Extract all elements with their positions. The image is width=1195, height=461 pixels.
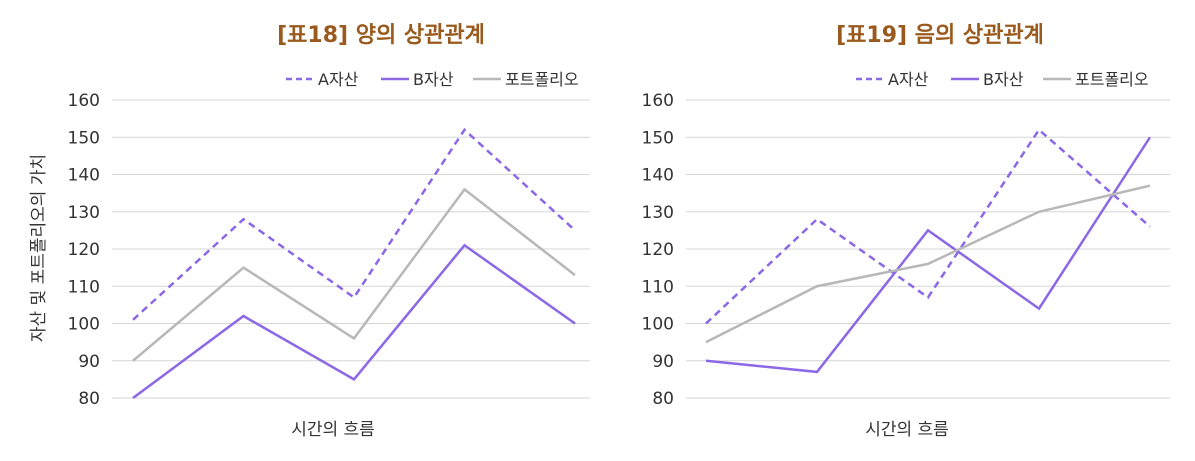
y-tick-label: 160 [642,91,674,111]
chart-title: [표19] 음의 상관관계 [836,23,1044,48]
y-tick-label: 110 [642,277,674,297]
series-line-portfolio [705,184,1151,344]
series-line-portfolio [132,187,576,362]
y-tick-label: 90 [652,352,674,372]
gridlines [686,99,1170,399]
series-line-b [132,243,576,400]
y-axis-label: 자산 및 포트폴리오의 가치 [29,154,49,342]
x-axis-label: 시간의 흐름 [291,420,375,440]
legend-label: 포트폴리오 [505,70,579,89]
legend: A자산 B자산 포트폴리오 [286,70,579,89]
y-tick-labels: 160 150 140 130 120 110 100 90 80 [68,91,100,409]
chart-positive-correlation: [표18] 양의 상관관계 시간의 흐름 자산 및 포트폴리오의 가치 1601… [29,23,590,440]
legend-label: B자산 [983,70,1024,89]
y-tick-label: 150 [68,128,100,148]
series-lines [132,127,576,400]
y-tick-label: 80 [652,389,674,409]
y-tick-label: 130 [642,203,674,223]
y-tick-labels: 160 150 140 130 120 110 100 90 80 [642,91,674,409]
legend: A자산 B자산 포트폴리오 [856,70,1149,89]
y-tick-label: 160 [68,91,100,111]
y-tick-label: 150 [642,128,674,148]
y-tick-label: 120 [68,240,100,260]
legend-label: A자산 [318,70,359,89]
chart-negative-correlation: [표19] 음의 상관관계 시간의 흐름 1601501401301201101… [642,23,1170,440]
series-line-b [705,136,1152,374]
y-tick-label: 80 [78,389,100,409]
legend-label: A자산 [888,70,929,89]
legend-label: 포트폴리오 [1075,70,1149,89]
y-tick-label: 140 [642,166,674,186]
y-tick-label: 90 [78,352,100,372]
x-axis-label: 시간의 흐름 [865,420,949,440]
series-lines [705,127,1152,374]
y-tick-label: 140 [68,166,100,186]
series-line-a [132,127,576,321]
y-tick-label: 130 [68,203,100,223]
chart-title: [표18] 양의 상관관계 [277,23,485,48]
y-tick-label: 110 [68,277,100,297]
gridlines [112,99,590,399]
y-tick-label: 120 [642,240,674,260]
series-line-a [705,127,1151,325]
legend-label: B자산 [413,70,454,89]
y-tick-label: 100 [68,315,100,335]
y-tick-label: 100 [642,315,674,335]
